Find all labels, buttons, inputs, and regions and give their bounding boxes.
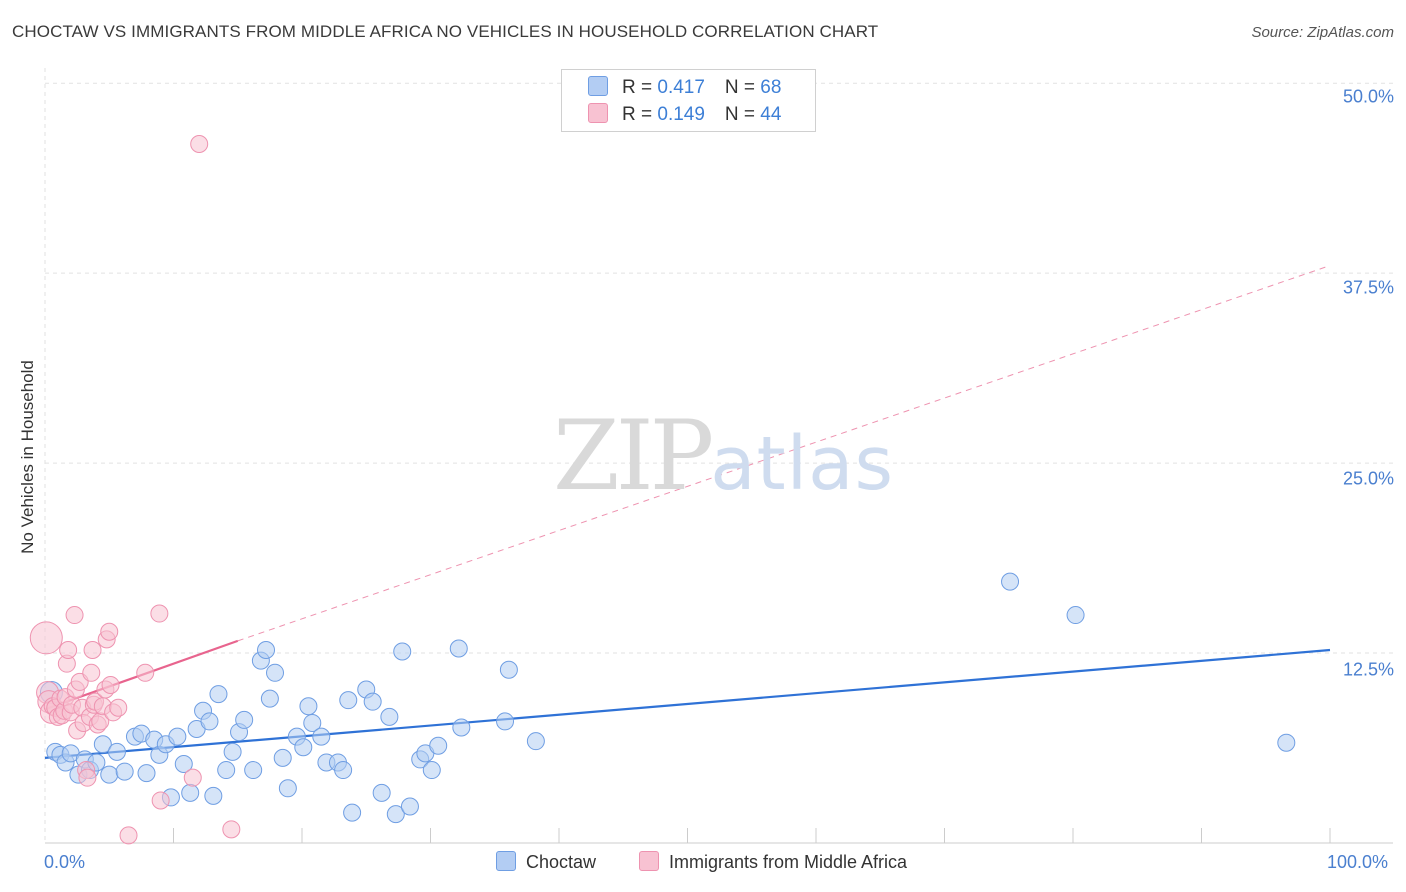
- legend-r-value: 0.149: [657, 104, 705, 125]
- point-choctaw: [334, 761, 353, 780]
- point-africa: [151, 791, 170, 810]
- point-choctaw: [257, 641, 276, 660]
- watermark-atlas: atlas: [710, 421, 895, 507]
- data-points: [29, 134, 1296, 845]
- point-africa: [78, 768, 97, 787]
- point-choctaw: [496, 712, 515, 731]
- point-africa: [150, 604, 169, 623]
- legend-row-africa: R = 0.149 N = 44: [588, 103, 781, 127]
- axes: [45, 828, 1393, 844]
- point-choctaw: [266, 663, 285, 682]
- y-axis-label: No Vehicles in Household: [18, 360, 37, 554]
- point-choctaw: [1277, 733, 1296, 752]
- x-tick-label-0: 0.0%: [44, 852, 86, 872]
- point-africa: [82, 663, 101, 682]
- legend-row-choctaw: R = 0.417 N = 68: [588, 76, 781, 100]
- point-choctaw: [429, 736, 448, 755]
- point-choctaw: [260, 689, 279, 708]
- point-choctaw: [217, 761, 236, 780]
- point-choctaw: [209, 685, 228, 704]
- legend-swatch-africa: [588, 103, 608, 123]
- point-choctaw: [343, 803, 362, 822]
- point-choctaw: [200, 712, 219, 731]
- watermark: ZIPatlas: [553, 400, 894, 512]
- legend-r-label: R =: [622, 77, 658, 98]
- point-choctaw: [393, 642, 412, 661]
- point-africa: [109, 698, 128, 717]
- point-choctaw: [100, 765, 119, 784]
- point-choctaw: [1001, 572, 1020, 591]
- x-tick-label-100: 100.0%: [1327, 852, 1389, 872]
- point-choctaw: [278, 779, 297, 798]
- y-tick-label-37-5: 37.5%: [1342, 277, 1394, 298]
- legend-n-value: 68: [760, 77, 782, 98]
- watermark-zip: ZIP: [553, 400, 714, 512]
- point-choctaw: [244, 761, 263, 780]
- y-tick-label-12-5: 12.5%: [1342, 659, 1394, 680]
- series-swatch-choctaw: [496, 851, 516, 871]
- point-choctaw: [223, 742, 242, 761]
- chart-title: CHOCTAW VS IMMIGRANTS FROM MIDDLE AFRICA…: [12, 22, 879, 41]
- point-choctaw: [339, 691, 358, 710]
- point-choctaw: [204, 786, 223, 805]
- y-tick-label-25: 25.0%: [1342, 468, 1394, 489]
- series-name-choctaw: Choctaw: [526, 852, 597, 872]
- point-choctaw: [107, 742, 126, 761]
- point-choctaw: [115, 762, 134, 781]
- grid-lines: [44, 68, 1393, 843]
- point-choctaw: [499, 660, 518, 679]
- trend-line-africa-extension: [237, 265, 1331, 642]
- point-choctaw: [312, 727, 331, 746]
- point-choctaw: [174, 754, 193, 773]
- point-choctaw: [181, 783, 200, 802]
- source-credit: Source: ZipAtlas.com: [1251, 24, 1394, 41]
- legend-swatch-choctaw: [588, 76, 608, 96]
- point-africa: [119, 826, 138, 845]
- point-choctaw: [363, 692, 382, 711]
- point-choctaw: [386, 805, 405, 824]
- point-choctaw: [422, 761, 441, 780]
- point-choctaw: [294, 738, 313, 757]
- trend-line-choctaw: [44, 648, 1331, 759]
- correlation-legend: R = 0.417 N = 68 R = 0.149 N = 44: [561, 69, 816, 132]
- point-choctaw: [303, 713, 322, 732]
- point-choctaw: [137, 764, 156, 783]
- point-choctaw: [168, 727, 187, 746]
- legend-n-label: N =: [724, 77, 761, 98]
- point-africa: [100, 622, 119, 641]
- point-africa: [190, 134, 209, 153]
- point-choctaw: [449, 639, 468, 658]
- point-africa: [65, 606, 84, 625]
- point-africa: [222, 820, 241, 839]
- point-choctaw: [526, 732, 545, 751]
- point-choctaw: [372, 783, 391, 802]
- point-choctaw: [273, 748, 292, 767]
- point-choctaw: [400, 797, 419, 816]
- point-africa: [101, 675, 120, 694]
- point-choctaw: [93, 735, 112, 754]
- legend-n-label: N =: [724, 104, 761, 125]
- series-legend-choctaw: Choctaw: [496, 851, 596, 873]
- point-choctaw: [299, 697, 318, 716]
- legend-n-value: 44: [760, 104, 782, 125]
- point-choctaw: [452, 718, 471, 737]
- y-tick-label-50: 50.0%: [1342, 86, 1394, 107]
- point-choctaw: [235, 710, 254, 729]
- point-choctaw: [1066, 606, 1085, 625]
- point-africa: [83, 641, 102, 660]
- legend-r-label: R =: [622, 104, 658, 125]
- point-africa: [136, 663, 155, 682]
- series-name-africa: Immigrants from Middle Africa: [669, 852, 908, 872]
- point-choctaw: [380, 707, 399, 726]
- legend-r-value: 0.417: [657, 77, 705, 98]
- series-legend-africa: Immigrants from Middle Africa: [639, 851, 907, 873]
- point-africa: [183, 768, 202, 787]
- point-africa: [59, 641, 78, 660]
- series-swatch-africa: [639, 851, 659, 871]
- point-africa: [29, 621, 63, 655]
